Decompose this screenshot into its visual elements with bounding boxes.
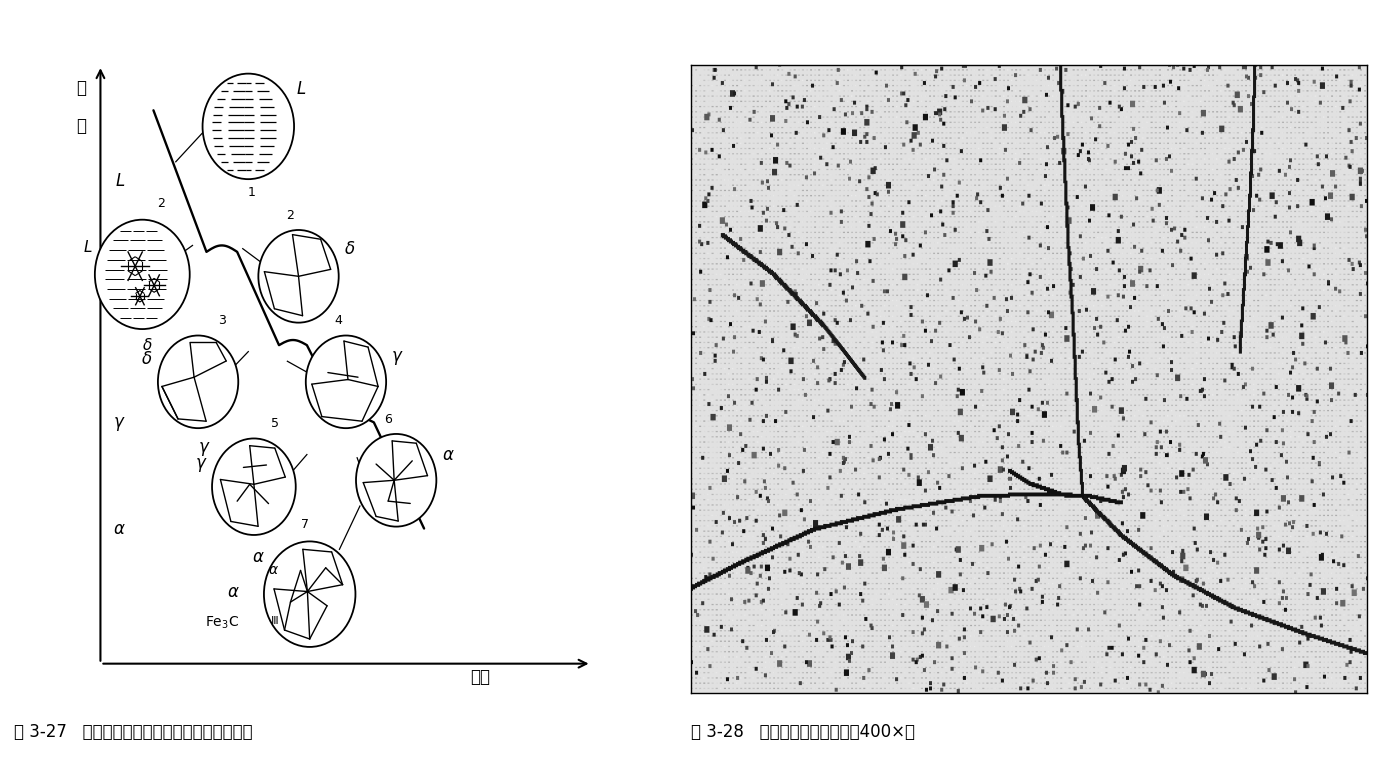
Text: 度: 度 (75, 117, 86, 136)
Text: 1: 1 (248, 186, 255, 199)
Text: 时间: 时间 (470, 668, 490, 686)
Circle shape (158, 336, 239, 428)
Text: α: α (442, 446, 453, 463)
Text: 图 3-27   工业纯铁的冷却曲线及组织转变示意图: 图 3-27 工业纯铁的冷却曲线及组织转变示意图 (14, 722, 252, 741)
Circle shape (212, 438, 296, 535)
Text: L: L (296, 80, 306, 99)
Text: δ: δ (142, 349, 152, 368)
Text: α: α (227, 582, 239, 601)
Text: L: L (116, 172, 124, 190)
Text: 2: 2 (158, 197, 165, 210)
Text: 4: 4 (333, 314, 342, 327)
Text: 3: 3 (218, 314, 226, 327)
Text: Fe$_3$C: Fe$_3$C (205, 615, 239, 631)
Circle shape (95, 220, 190, 329)
Circle shape (264, 542, 356, 647)
Circle shape (356, 434, 437, 526)
Text: 7: 7 (301, 518, 310, 531)
Text: L: L (84, 240, 92, 254)
Text: α: α (252, 548, 264, 565)
Text: δ: δ (114, 301, 124, 319)
Text: α: α (113, 519, 124, 538)
Text: δ: δ (142, 338, 152, 353)
Text: 图 3-28   工业纯铁的显微组织（400×）: 图 3-28 工业纯铁的显微组织（400×） (691, 722, 915, 741)
Circle shape (306, 336, 386, 428)
Text: Ⅲ: Ⅲ (271, 616, 279, 626)
Text: 2: 2 (286, 208, 294, 221)
Text: γ: γ (392, 347, 402, 365)
Text: 5: 5 (271, 417, 279, 430)
Circle shape (258, 230, 339, 322)
Text: γ: γ (199, 437, 209, 456)
Circle shape (202, 74, 294, 179)
Text: γ: γ (195, 453, 206, 472)
Text: 温: 温 (75, 79, 86, 97)
Text: γ: γ (114, 414, 124, 431)
Text: 6: 6 (384, 413, 392, 426)
Text: δ: δ (345, 240, 354, 257)
Text: α: α (268, 564, 278, 578)
